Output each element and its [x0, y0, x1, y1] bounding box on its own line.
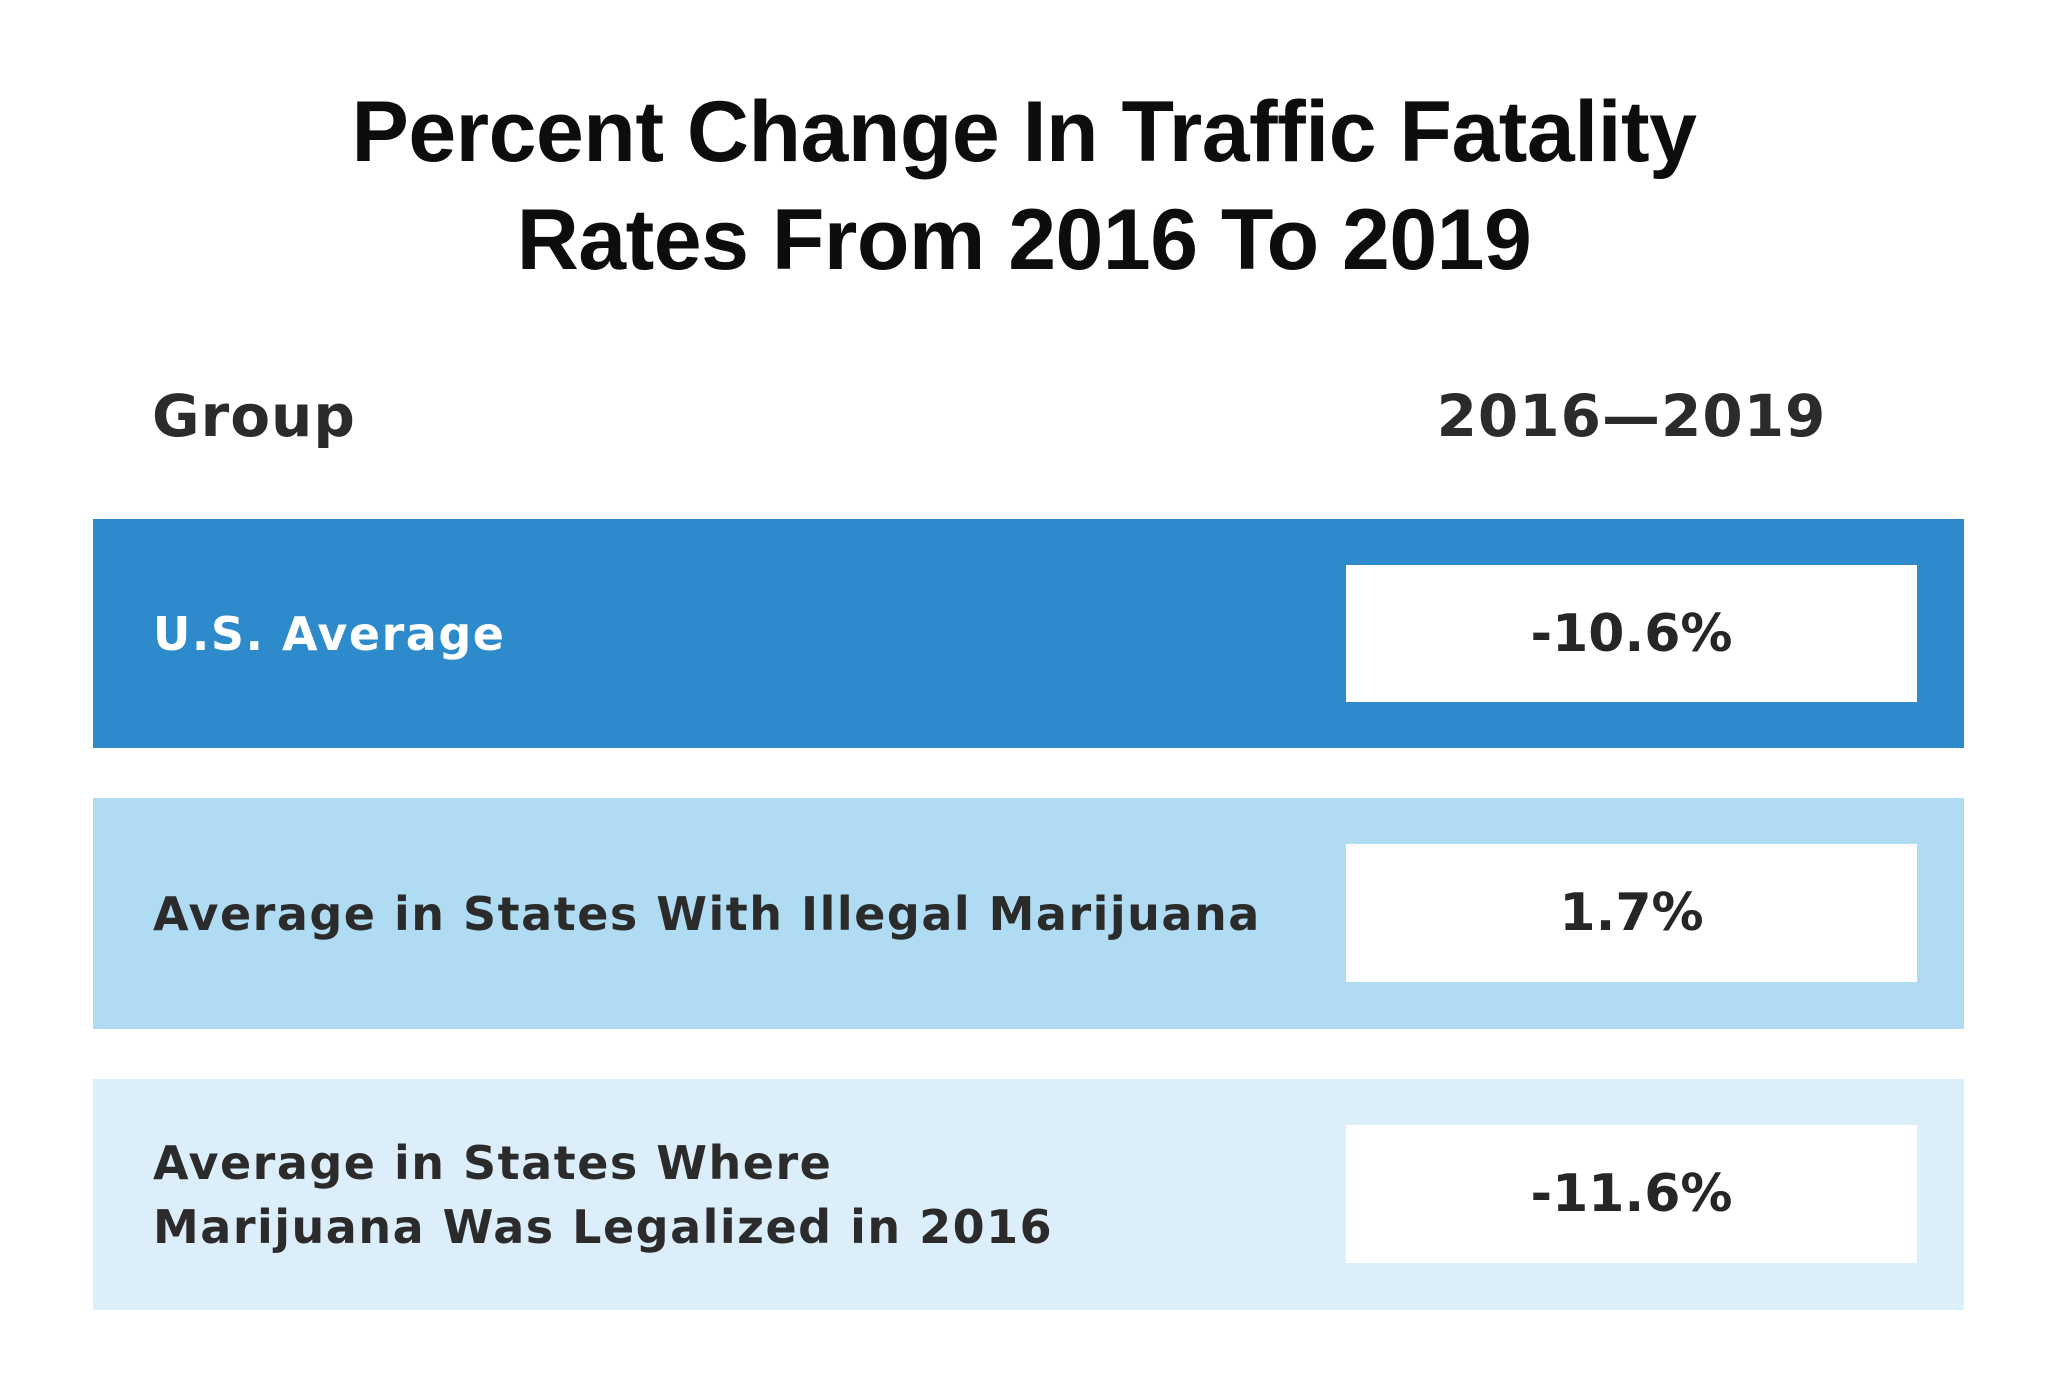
chart-title: Percent Change In Traffic Fatality Rates…	[0, 78, 2048, 294]
chart-title-line-1: Percent Change In Traffic Fatality	[351, 84, 1697, 180]
table-row: Average in States Where Marijuana Was Le…	[93, 1079, 1964, 1310]
row-value-box: -10.6%	[1346, 565, 1917, 702]
row-value: 1.7%	[1559, 883, 1704, 943]
row-value: -10.6%	[1530, 603, 1733, 664]
column-header-period: 2016—2019	[1436, 382, 1827, 450]
row-group-label-line: U.S. Average	[153, 606, 506, 661]
table-row: U.S. Average -10.6%	[93, 519, 1964, 748]
row-group-label: U.S. Average	[153, 602, 505, 666]
row-group-label-line: Average in States With Illegal Marijuana	[153, 886, 1261, 941]
row-group-label-line: Average in States Where	[153, 1135, 833, 1190]
row-group-label-line: Marijuana Was Legalized in 2016	[153, 1199, 1054, 1254]
row-value-box: -11.6%	[1346, 1125, 1917, 1263]
row-group-label: Average in States With Illegal Marijuana	[153, 882, 1261, 946]
column-header-group: Group	[152, 382, 356, 450]
chart-title-line-2: Rates From 2016 To 2019	[516, 192, 1532, 288]
row-value-box: 1.7%	[1346, 844, 1917, 982]
row-value: -11.6%	[1530, 1164, 1733, 1224]
row-group-label: Average in States Where Marijuana Was Le…	[153, 1131, 1053, 1259]
table-row: Average in States With Illegal Marijuana…	[93, 798, 1964, 1029]
